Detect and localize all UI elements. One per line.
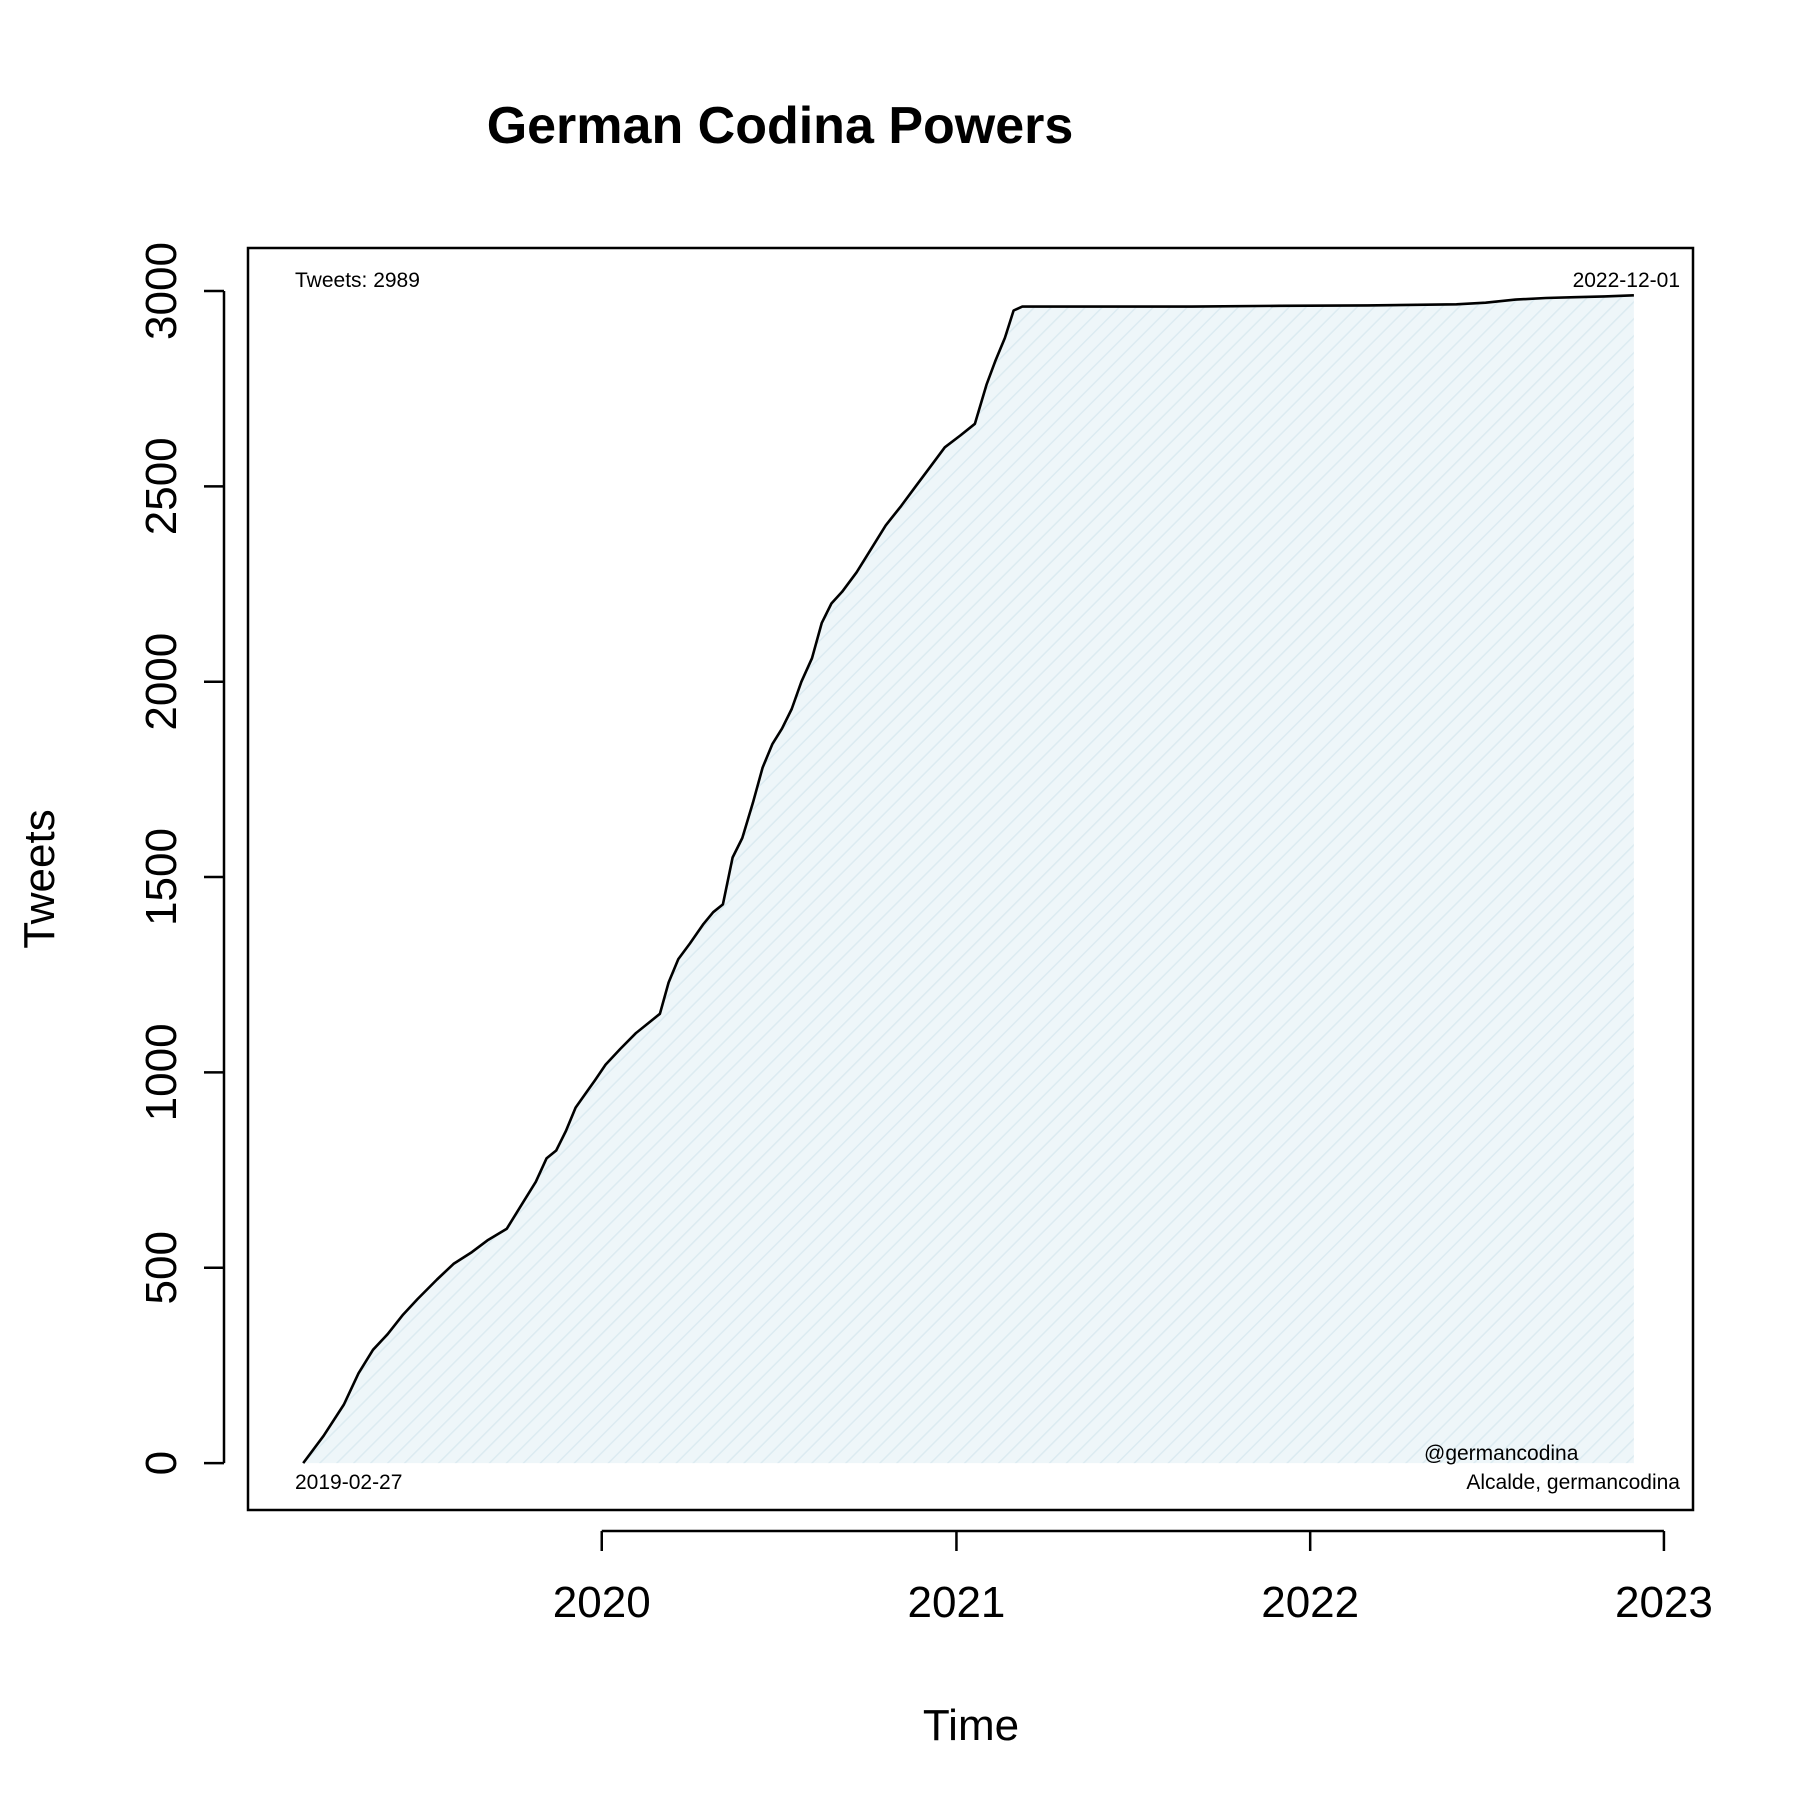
y-tick-label: 1500 — [137, 828, 186, 926]
x-axis: 2020 2021 2022 2023 — [553, 1529, 1713, 1627]
start-date-note: 2019-02-27 — [295, 1471, 402, 1494]
chart-title: German Codina Powers — [487, 97, 1074, 155]
y-tick-label: 1000 — [137, 1023, 186, 1121]
area-fill — [303, 295, 1634, 1464]
handle-note: @germancodina — [1424, 1442, 1579, 1465]
x-tick-label: 2023 — [1615, 1578, 1713, 1627]
x-axis-title: Time — [923, 1701, 1019, 1750]
y-tick-label: 500 — [137, 1231, 186, 1304]
x-tick-label: 2022 — [1261, 1578, 1359, 1627]
x-tick-label: 2021 — [908, 1578, 1006, 1627]
series-line — [302, 294, 1634, 1464]
y-tick-label: 3000 — [137, 242, 186, 340]
plot-frame — [246, 246, 1695, 1512]
y-axis: 0 500 1000 1500 2000 2500 3000 — [137, 242, 226, 1475]
y-tick-label: 2500 — [137, 437, 186, 535]
plot-area — [246, 246, 1695, 1512]
credit-note: Alcalde, germancodina — [1466, 1471, 1680, 1494]
tweets-total-note: Tweets: 2989 — [295, 269, 420, 292]
x-tick-label: 2020 — [553, 1578, 651, 1627]
y-axis-title: Tweets — [15, 809, 64, 948]
end-date-note: 2022-12-01 — [1573, 269, 1680, 292]
y-tick-label: 0 — [137, 1451, 186, 1475]
y-tick-label: 2000 — [137, 633, 186, 731]
